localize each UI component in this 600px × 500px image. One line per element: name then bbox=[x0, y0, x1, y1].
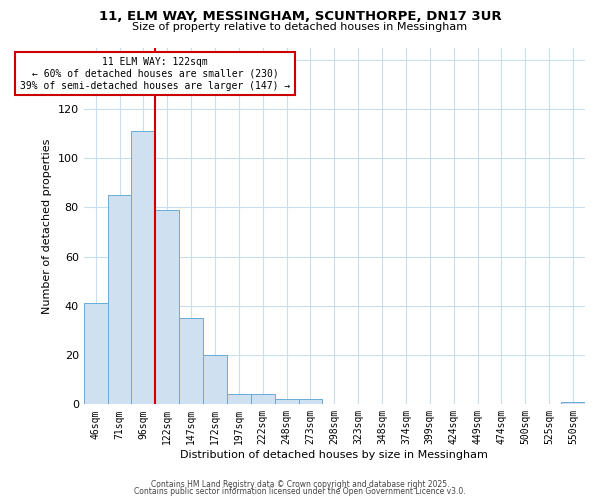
X-axis label: Distribution of detached houses by size in Messingham: Distribution of detached houses by size … bbox=[181, 450, 488, 460]
Text: 11, ELM WAY, MESSINGHAM, SCUNTHORPE, DN17 3UR: 11, ELM WAY, MESSINGHAM, SCUNTHORPE, DN1… bbox=[98, 10, 502, 23]
Text: Size of property relative to detached houses in Messingham: Size of property relative to detached ho… bbox=[133, 22, 467, 32]
Y-axis label: Number of detached properties: Number of detached properties bbox=[42, 138, 52, 314]
Bar bbox=[251, 394, 275, 404]
Bar bbox=[179, 318, 203, 404]
Text: 11 ELM WAY: 122sqm
← 60% of detached houses are smaller (230)
39% of semi-detach: 11 ELM WAY: 122sqm ← 60% of detached hou… bbox=[20, 58, 290, 90]
Bar bbox=[131, 131, 155, 404]
Bar bbox=[227, 394, 251, 404]
Bar bbox=[203, 355, 227, 405]
Bar bbox=[299, 400, 322, 404]
Bar bbox=[275, 400, 299, 404]
Bar bbox=[107, 195, 131, 404]
Bar bbox=[155, 210, 179, 404]
Bar bbox=[561, 402, 585, 404]
Text: Contains HM Land Registry data © Crown copyright and database right 2025.: Contains HM Land Registry data © Crown c… bbox=[151, 480, 449, 489]
Text: Contains public sector information licensed under the Open Government Licence v3: Contains public sector information licen… bbox=[134, 487, 466, 496]
Bar bbox=[83, 304, 107, 404]
